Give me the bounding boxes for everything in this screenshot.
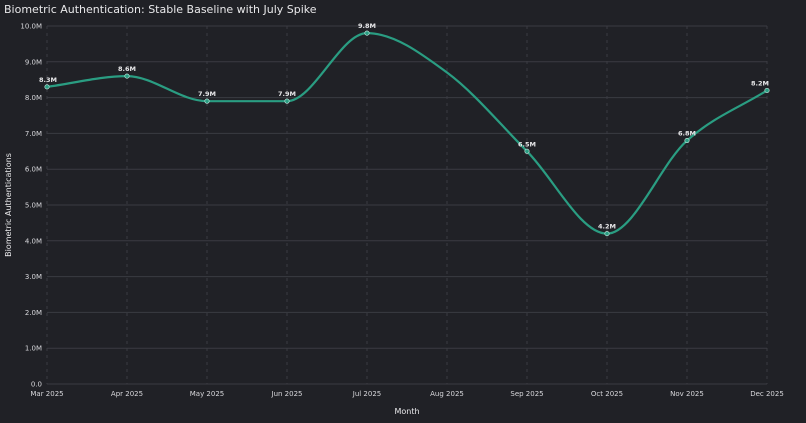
x-tick-label: Jul 2025 (352, 390, 382, 398)
data-label: 7.9M (278, 90, 296, 98)
data-point (764, 87, 770, 93)
data-point (124, 73, 130, 79)
data-label: 8.3M (39, 76, 57, 84)
y-tick-label: 4.0M (25, 237, 42, 245)
x-axis-title: Month (394, 407, 419, 416)
data-label: 7.9M (198, 90, 216, 98)
y-tick-label: 8.0M (25, 94, 42, 102)
data-label: 6.8M (678, 130, 696, 138)
x-tick-label: Apr 2025 (111, 390, 143, 398)
chart-title: Biometric Authentication: Stable Baselin… (4, 3, 317, 16)
data-label: 4.2M (598, 223, 616, 231)
x-tick-label: Jun 2025 (271, 390, 303, 398)
y-tick-label: 3.0M (25, 273, 42, 281)
y-tick-label: 5.0M (25, 202, 42, 210)
data-point (284, 98, 290, 104)
x-tick-labels: Mar 2025 Apr 2025 May 2025 Jun 2025 Jul 2025… (30, 390, 783, 398)
data-point (604, 231, 610, 237)
y-tick-label: 1.0M (25, 345, 42, 353)
y-tick-label: 9.0M (25, 58, 42, 66)
y-tick-label: 6.0M (25, 166, 42, 174)
y-tick-label: 10.0M (20, 23, 42, 31)
y-tick-label: 2.0M (25, 309, 42, 317)
line-layer (46, 32, 768, 235)
x-tick-label: Mar 2025 (30, 390, 63, 398)
data-point (524, 148, 530, 154)
x-tick-label: Sep 2025 (510, 390, 543, 398)
x-tick-label: Nov 2025 (670, 390, 704, 398)
point-layer (44, 30, 770, 237)
x-tick-label: May 2025 (190, 390, 225, 398)
x-tick-label: Dec 2025 (750, 390, 784, 398)
data-label: 8.6M (118, 65, 136, 73)
y-tick-label: 7.0M (25, 130, 42, 138)
y-axis-title: Biometric Authentications (4, 153, 13, 257)
x-tick-label: Oct 2025 (591, 390, 623, 398)
data-label: 8.2M (751, 79, 769, 87)
data-point (684, 138, 690, 144)
data-label: 6.5M (518, 140, 536, 148)
x-tick-label: Aug 2025 (430, 390, 464, 398)
data-label-layer: 8.3M 8.6M 7.9M 7.9M 9.8M 6.5M 4.2M 6.8M 8.2M (39, 22, 769, 230)
data-point (204, 98, 210, 104)
y-tick-labels: 0.0 1.0M 2.0M 3.0M 4.0M 5.0M 6.0M 7.0M 8.0M 9.0M 1… (20, 23, 42, 389)
grid-layer (46, 25, 768, 385)
series-line (46, 32, 768, 235)
data-point (44, 84, 50, 90)
data-label: 9.8M (358, 22, 376, 30)
data-point (364, 30, 370, 36)
y-tick-label: 0.0 (31, 381, 42, 389)
